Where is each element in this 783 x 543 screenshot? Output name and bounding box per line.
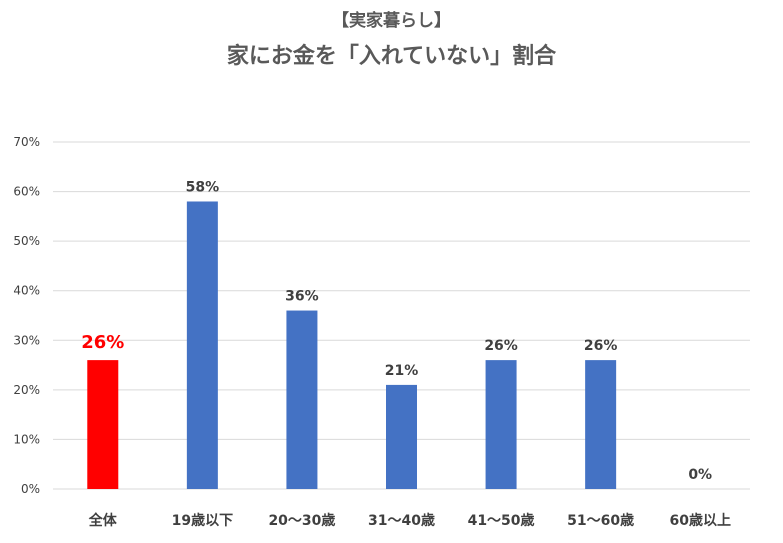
x-tick-label: 全体	[88, 512, 118, 529]
chart-subtitle: 【実家暮らし】	[332, 11, 451, 31]
y-tick-label: 30%	[13, 333, 40, 347]
data-label: 0%	[688, 467, 712, 483]
bar	[386, 384, 417, 489]
x-tick-label: 31～40歳	[368, 512, 435, 529]
bar	[286, 310, 318, 489]
y-tick-label: 0%	[21, 482, 40, 496]
bar	[485, 360, 517, 489]
y-tick-label: 60%	[13, 185, 40, 199]
y-tick-label: 70%	[13, 135, 40, 149]
y-tick-label: 50%	[13, 234, 40, 248]
data-label: 26%	[584, 338, 618, 354]
x-tick-label: 60歳以上	[669, 512, 730, 529]
x-tick-label: 20～30歳	[268, 512, 335, 529]
y-tick-label: 40%	[13, 284, 40, 298]
data-label: 36%	[285, 289, 319, 305]
data-label: 58%	[186, 179, 220, 195]
data-label: 26%	[81, 332, 124, 353]
chart-titles: 【実家暮らし】 家にお金を「入れていない」割合	[0, 8, 783, 74]
bar	[585, 360, 617, 489]
chart-title: 家にお金を「入れていない」割合	[226, 44, 557, 69]
bar	[186, 201, 218, 489]
data-label: 21%	[385, 363, 419, 379]
y-tick-label: 10%	[13, 432, 40, 446]
y-tick-label: 20%	[13, 383, 40, 397]
x-tick-label: 51～60歳	[567, 512, 634, 529]
data-label: 26%	[484, 338, 518, 354]
bar	[87, 360, 119, 489]
x-tick-label: 19歳以下	[172, 512, 233, 529]
x-tick-label: 41～50歳	[468, 512, 535, 529]
